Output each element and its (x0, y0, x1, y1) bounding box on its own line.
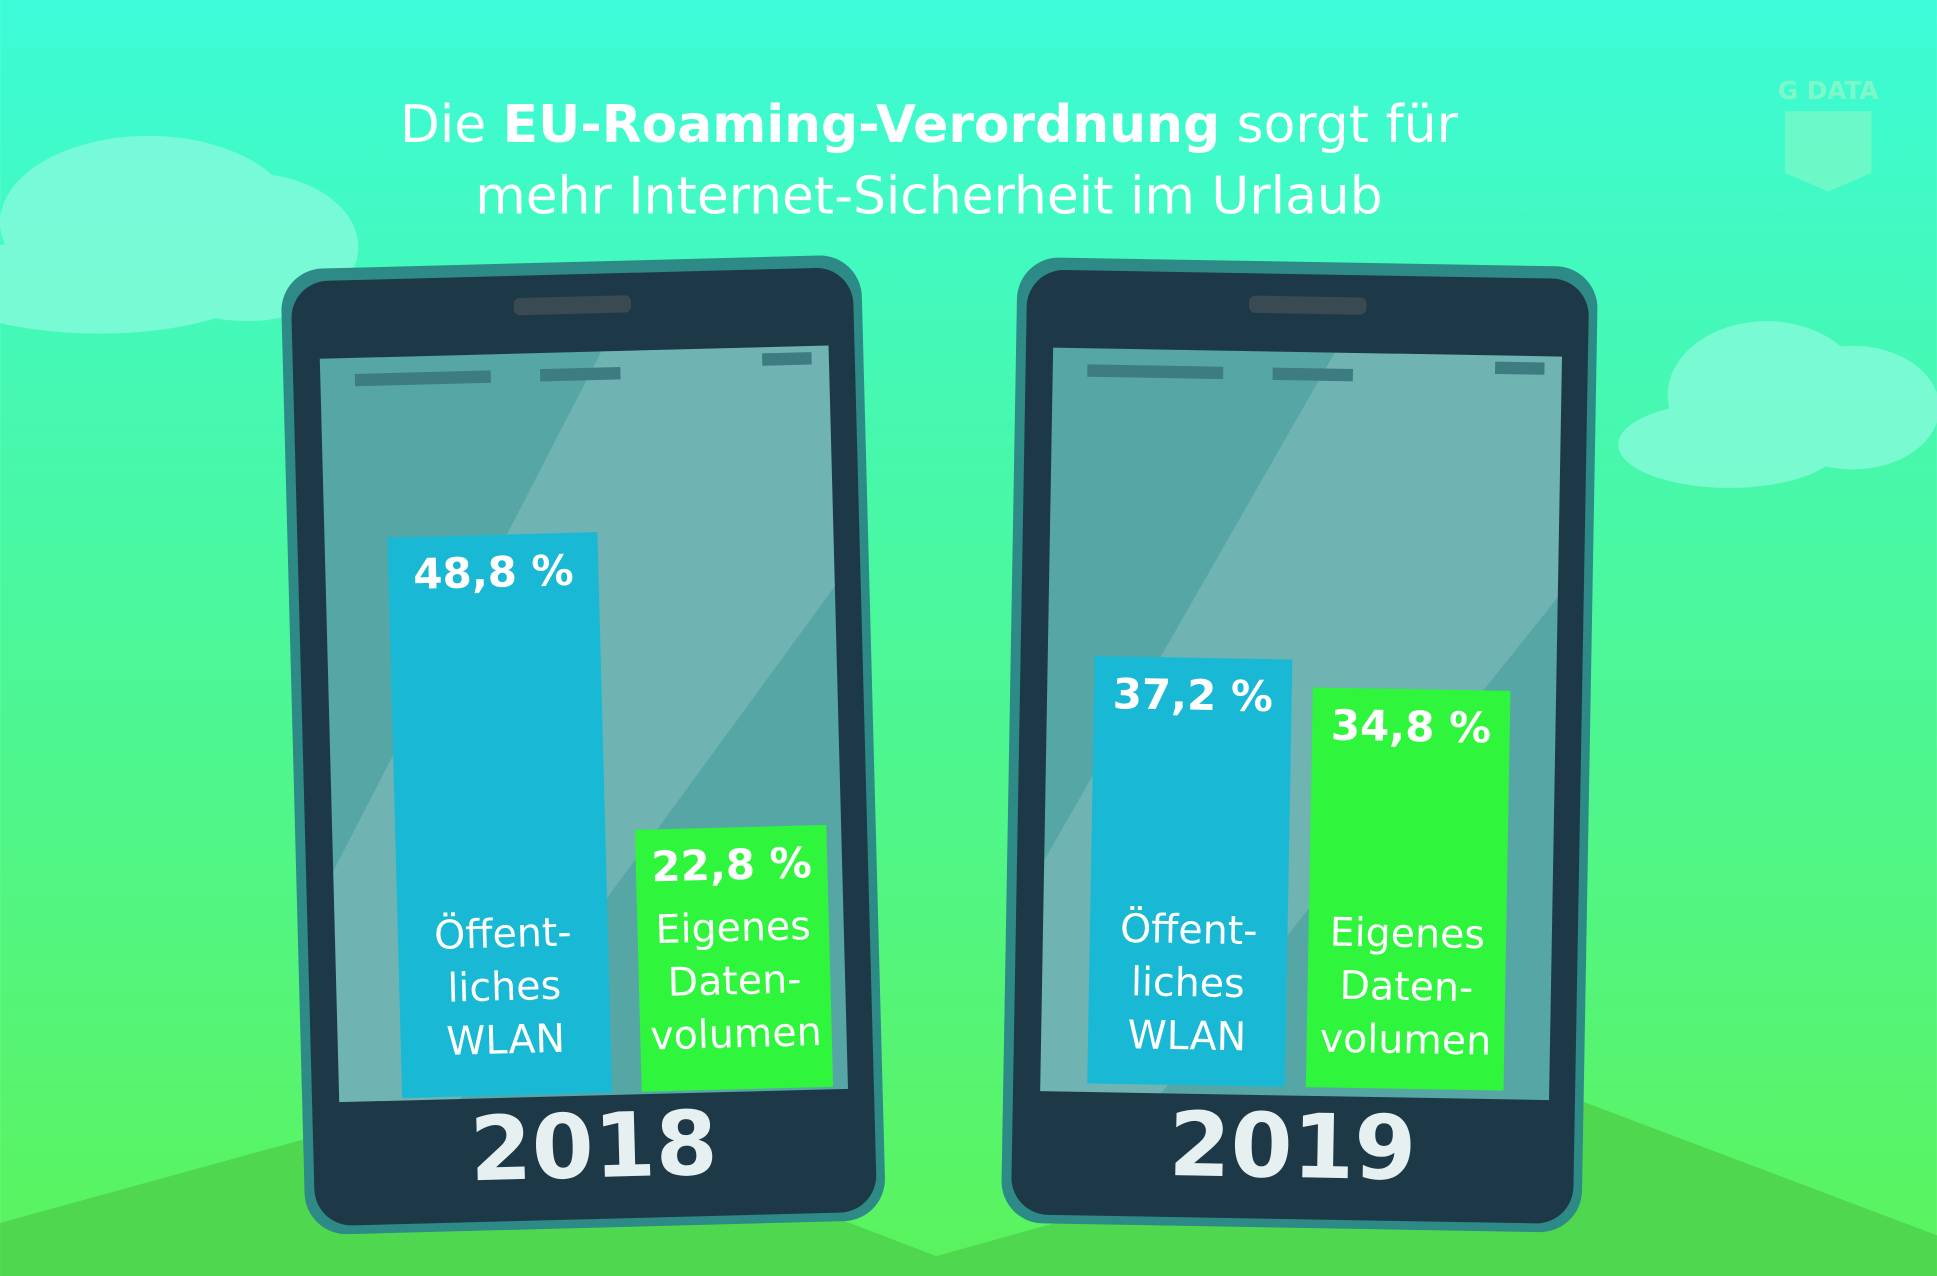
status-bar (540, 366, 621, 382)
category-label: liches (1131, 959, 1245, 1007)
year-label: 2019 (1168, 1092, 1417, 1200)
category-label: Eigenes (1329, 910, 1485, 959)
category-label: Öffent- (434, 909, 573, 959)
category-label: volumen (1319, 1016, 1491, 1065)
bar (1087, 656, 1293, 1087)
value-label: 37,2 % (1112, 669, 1273, 721)
category-label: Daten- (1339, 963, 1474, 1011)
category-label: liches (447, 963, 562, 1012)
category-label: volumen (650, 1009, 823, 1059)
category-label: WLAN (1127, 1012, 1246, 1060)
title-bold: EU-Roaming-Verordnung (503, 95, 1220, 155)
bar (387, 532, 613, 1099)
title-part: sorgt für (1237, 95, 1459, 155)
status-bar (1494, 361, 1545, 375)
year-label: 2018 (469, 1091, 719, 1201)
bar (1305, 687, 1511, 1091)
category-label: WLAN (446, 1016, 566, 1065)
status-bar (1272, 367, 1353, 382)
logo: G DATA (1778, 76, 1879, 105)
speaker (1249, 295, 1367, 315)
phone: 37,2 % Öffent-liches WLAN 34,8 % EigenesDate… (1001, 257, 1598, 1233)
title-part: Die (400, 95, 486, 155)
status-bar (354, 370, 491, 387)
title-line-1: Die EU-Roaming-Verordnung sorgt für (400, 95, 1459, 155)
category-label: Öffent- (1120, 906, 1258, 954)
category-label: Daten- (667, 956, 802, 1005)
value-label: 48,8 % (413, 546, 575, 599)
title-line-2: mehr Internet-Sicherheit im Urlaub (475, 167, 1382, 227)
value-label: 22,8 % (651, 838, 813, 891)
category-label: Eigenes (655, 903, 811, 953)
logo-shield (1784, 111, 1872, 192)
status-bar (762, 352, 812, 366)
speaker (513, 295, 632, 316)
status-bar (1087, 364, 1224, 380)
value-label: 34,8 % (1330, 701, 1491, 753)
clouds (0, 135, 1937, 488)
bar (634, 824, 834, 1092)
